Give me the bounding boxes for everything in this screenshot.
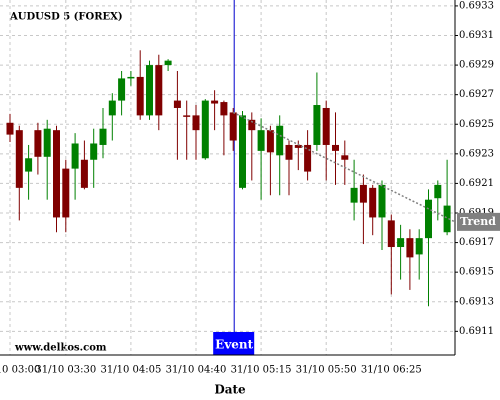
candle-body bbox=[146, 65, 153, 116]
candle-body bbox=[294, 144, 302, 148]
x-tick-label: 31/10 06:25 bbox=[361, 365, 422, 376]
candle-body bbox=[350, 187, 358, 203]
candle-body bbox=[387, 220, 395, 248]
y-tick-label: 0.6927 bbox=[459, 89, 494, 100]
watermark: www.delkos.com bbox=[14, 343, 107, 354]
candle-body bbox=[155, 65, 163, 116]
candle-body bbox=[332, 144, 339, 151]
candle-body bbox=[34, 130, 42, 157]
candle-body bbox=[108, 100, 116, 116]
y-tick-label: 0.6923 bbox=[459, 148, 494, 159]
trend-label: Trend bbox=[460, 215, 496, 228]
x-tick-label: 31/10 03:00 bbox=[0, 365, 40, 376]
candle-body bbox=[378, 184, 386, 218]
x-tick-label: 31/10 05:15 bbox=[231, 365, 292, 376]
candle-body bbox=[15, 130, 23, 188]
candle-body bbox=[434, 184, 442, 199]
event-label: Event bbox=[215, 338, 253, 352]
event-box bbox=[213, 332, 255, 355]
candle-body bbox=[229, 112, 237, 141]
candle-body bbox=[369, 187, 377, 218]
candle-body bbox=[313, 105, 321, 145]
candle-body bbox=[164, 60, 172, 66]
chart-title: AUDUSD 5 (FOREX) bbox=[9, 12, 123, 23]
candle-body bbox=[25, 158, 33, 172]
x-tick-label: 31/10 03:30 bbox=[35, 365, 96, 376]
candle-body bbox=[220, 102, 228, 116]
candle-body bbox=[136, 76, 144, 116]
candle-body bbox=[443, 205, 451, 233]
trend-line bbox=[232, 111, 456, 223]
y-tick-label: 0.6931 bbox=[459, 30, 494, 41]
candle-body bbox=[397, 238, 405, 248]
candle-body bbox=[359, 184, 367, 203]
x-tick-label: 31/10 05:50 bbox=[296, 365, 357, 376]
candle-body bbox=[43, 128, 51, 157]
candle-body bbox=[285, 144, 293, 160]
y-tick-label: 0.6929 bbox=[459, 60, 494, 71]
trend-label-box bbox=[457, 212, 500, 231]
x-axis-label: Date bbox=[214, 383, 246, 397]
candle-body bbox=[6, 122, 14, 135]
candle-body bbox=[118, 78, 126, 101]
candle-body bbox=[266, 130, 274, 153]
candle-body bbox=[257, 130, 265, 151]
y-tick-label: 0.6915 bbox=[459, 267, 494, 278]
candle-body bbox=[425, 199, 432, 239]
candle-body bbox=[239, 115, 246, 188]
x-tick-label: 31/10 04:05 bbox=[100, 365, 161, 376]
candle-body bbox=[90, 143, 98, 160]
candle-body bbox=[62, 168, 70, 218]
y-tick-label: 0.6925 bbox=[459, 119, 494, 130]
y-tick-label: 0.6921 bbox=[459, 178, 494, 189]
candle-body bbox=[99, 128, 107, 145]
y-tick-label: 0.6933 bbox=[459, 0, 494, 11]
y-tick-label: 0.6913 bbox=[459, 296, 494, 307]
candle-body bbox=[53, 130, 60, 218]
candle-body bbox=[304, 144, 312, 172]
candle-body bbox=[248, 119, 256, 131]
x-tick-label: 31/10 04:40 bbox=[166, 365, 227, 376]
candle-body bbox=[211, 100, 219, 104]
candle-body bbox=[192, 115, 200, 131]
y-tick-label: 0.6911 bbox=[459, 326, 494, 337]
candle-body bbox=[183, 115, 191, 117]
candle-body bbox=[71, 143, 79, 169]
candle-body bbox=[276, 125, 284, 156]
candle-body bbox=[406, 238, 414, 258]
candle-body bbox=[201, 100, 209, 159]
candle-body bbox=[173, 100, 181, 108]
candle-body bbox=[322, 107, 330, 145]
candle-body bbox=[127, 76, 135, 79]
candle-body bbox=[341, 155, 349, 160]
y-tick-label: 0.6917 bbox=[459, 237, 494, 248]
candle-body bbox=[80, 159, 88, 188]
candle-body bbox=[415, 238, 423, 255]
